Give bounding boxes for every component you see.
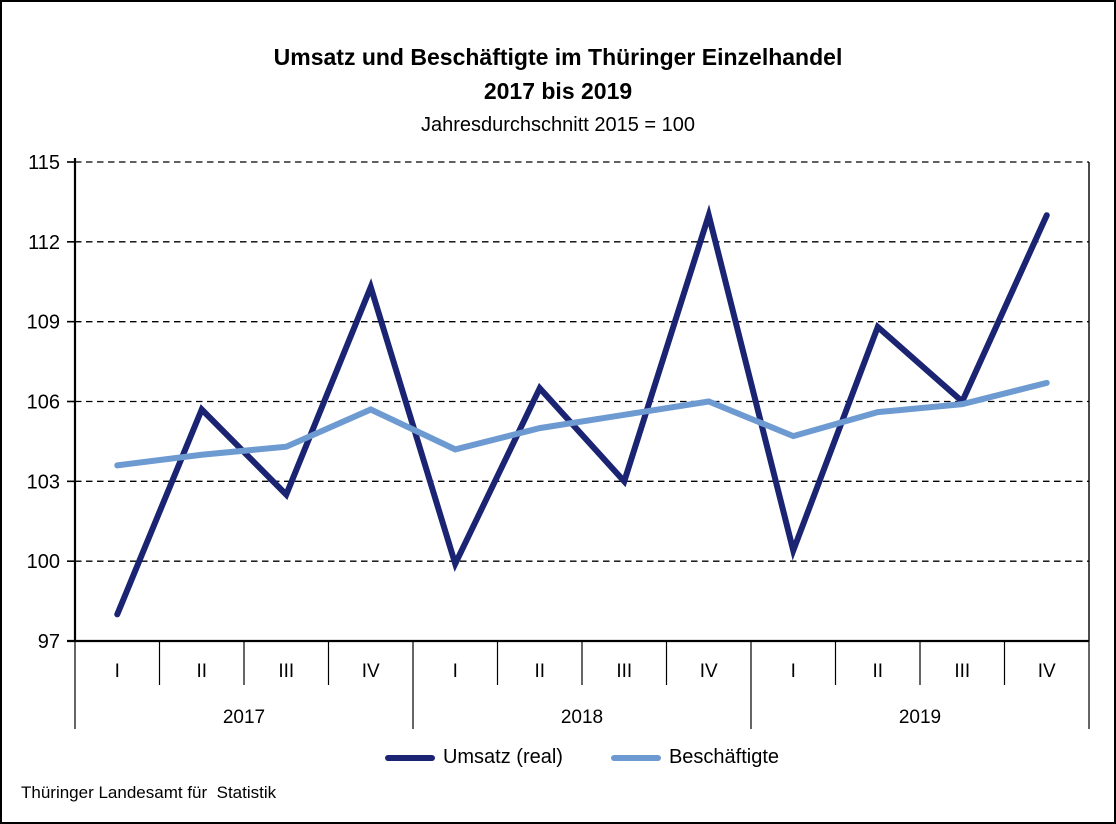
legend-item-umsatz: Umsatz (real) — [384, 746, 563, 769]
chart-title-line1: Umsatz und Beschäftigte im Thüringer Ein… — [273, 44, 843, 70]
y-axis-tick-label-97: 97 — [38, 631, 60, 653]
chart-title-line2: 2017 bis 2019 — [483, 78, 633, 104]
x-axis-quarter-label: III — [278, 661, 294, 682]
x-axis-quarter-label: II — [534, 661, 545, 682]
x-axis-quarter-label: I — [453, 661, 458, 682]
x-axis-quarter-label: IV — [700, 661, 718, 682]
y-axis-tick-label-115: 115 — [28, 152, 60, 174]
x-axis-quarter-label: I — [791, 661, 796, 682]
legend-item-beschaeftigte: Beschäftigte — [610, 746, 780, 769]
beschaeftigte-line-swatch — [610, 754, 661, 761]
y-axis-tick-label-103: 103 — [27, 471, 60, 493]
y-axis-tick-label-112: 112 — [28, 232, 60, 254]
legend-label-beschaeftigte: Beschäftigte — [668, 746, 780, 768]
x-axis-quarter-label: IV — [1038, 661, 1056, 682]
x-axis-quarter-label: III — [616, 661, 632, 682]
x-axis-quarter-label: III — [954, 661, 970, 682]
series-line-umsatz — [114, 204, 1050, 618]
x-axis-year-label: 2017 — [223, 707, 265, 728]
series-line-beschaeftigte — [114, 379, 1050, 469]
chart-header: Umsatz und Beschäftigte im Thüringer Ein… — [2, 40, 1114, 138]
x-axis-quarter-label: II — [872, 661, 883, 682]
x-axis-year-label: 2018 — [561, 707, 603, 728]
x-axis-quarter-label: IV — [362, 661, 380, 682]
y-axis-tick-label-100: 100 — [27, 551, 60, 573]
source-attribution: Thüringer Landesamt für Statistik — [21, 783, 277, 802]
chart-subtitle: Jahresdurchschnitt 2015 = 100 — [420, 114, 696, 136]
x-axis-year-label: 2019 — [899, 707, 941, 728]
y-axis-tick-label-106: 106 — [27, 392, 60, 414]
x-axis-quarter-label: I — [115, 661, 120, 682]
chart-legend: Umsatz (real) Beschäftigte — [75, 746, 1089, 769]
y-axis-tick-label-109: 109 — [27, 312, 60, 334]
legend-label-umsatz: Umsatz (real) — [442, 746, 563, 768]
umsatz-line-swatch — [384, 754, 435, 761]
x-axis-quarter-label: II — [196, 661, 207, 682]
